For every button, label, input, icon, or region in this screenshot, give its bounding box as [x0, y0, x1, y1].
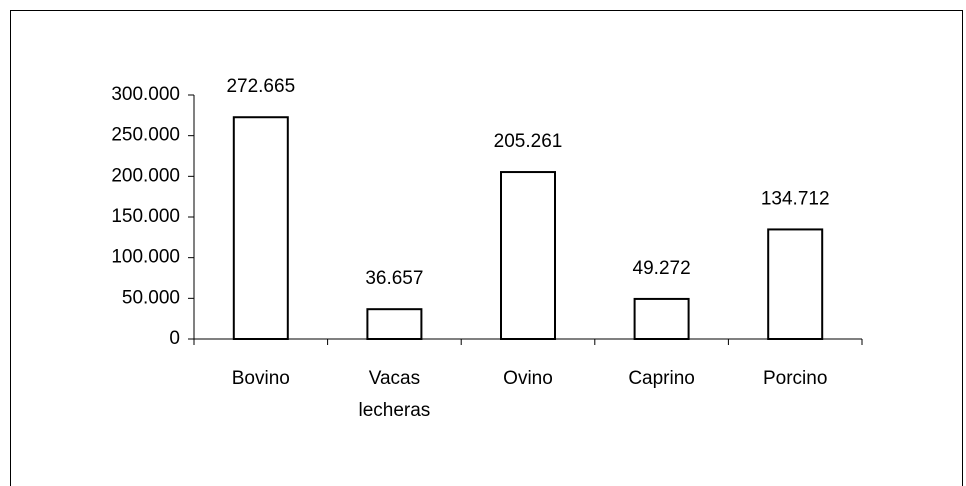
y-tick-label: 300.000: [111, 84, 180, 105]
x-tick-label: Bovino: [231, 368, 290, 389]
data-label: 36.657: [365, 268, 423, 289]
data-label: 205.261: [494, 131, 563, 152]
x-tick-label: Ovino: [503, 368, 553, 389]
data-label: 134.712: [761, 188, 830, 209]
data-label: 49.272: [633, 258, 691, 279]
data-label: 272.665: [226, 76, 295, 97]
bar: [232, 116, 289, 340]
y-tick-label: 200.000: [111, 165, 180, 186]
bar: [500, 171, 556, 340]
y-tick-label: 100.000: [111, 247, 180, 268]
x-tick-label: Porcino: [762, 368, 828, 389]
y-tick-label: 50.000: [122, 287, 180, 308]
x-tick-label: Vacas lecheras: [358, 368, 431, 421]
y-tick-label: 250.000: [111, 125, 180, 146]
bar: [366, 308, 423, 340]
y-tick-label: 0: [169, 328, 180, 349]
x-tick-label: Caprino: [628, 368, 695, 389]
chart-border: [10, 10, 963, 486]
y-tick-label: 150.000: [111, 206, 180, 227]
bar: [633, 297, 690, 341]
bar: [767, 228, 824, 340]
